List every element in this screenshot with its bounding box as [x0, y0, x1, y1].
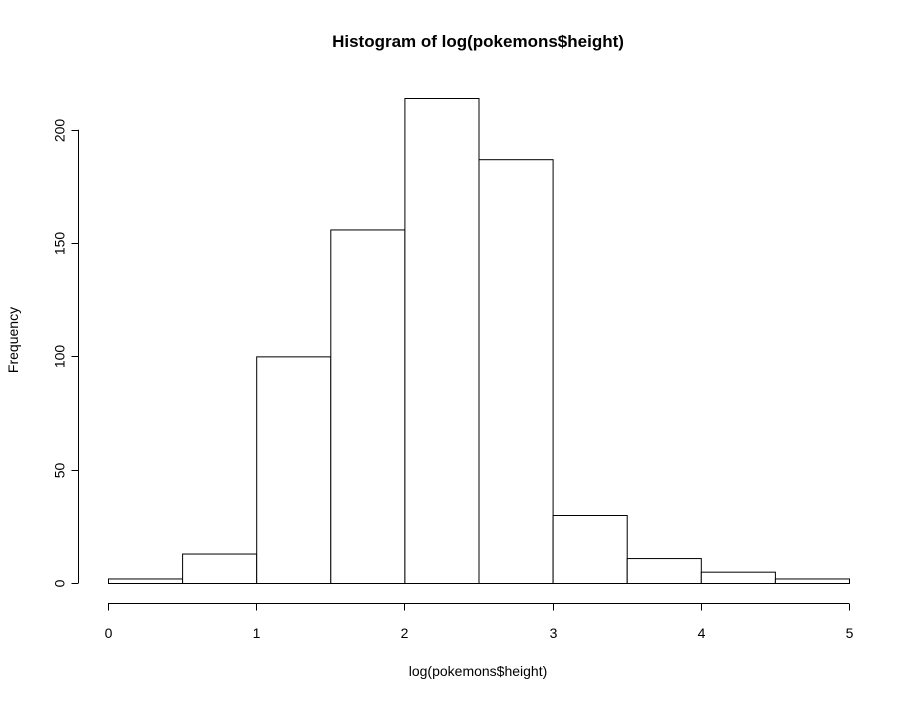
histogram-bar	[256, 356, 332, 584]
y-tick-label: 50	[52, 463, 68, 479]
histogram-bar	[774, 578, 851, 584]
histogram-bar	[552, 515, 628, 584]
x-tick-label: 4	[698, 625, 706, 641]
histogram-bar	[700, 571, 776, 584]
histogram-bar	[404, 98, 480, 584]
x-axis: 0 1 2 3 4 5	[105, 603, 854, 641]
histogram-bar	[182, 553, 258, 584]
x-axis-label: log(pokemons$height)	[409, 663, 548, 679]
x-tick-label: 5	[846, 625, 854, 641]
histogram-bar	[108, 578, 184, 584]
x-tick-label: 2	[401, 625, 409, 641]
histogram-bar	[330, 229, 406, 584]
x-tick-label: 0	[105, 625, 113, 641]
x-tick-label: 3	[550, 625, 558, 641]
y-tick-label: 0	[52, 579, 68, 587]
histogram-bar	[478, 159, 554, 584]
chart-title: Histogram of log(pokemons$height)	[332, 32, 624, 51]
y-axis-label: Frequency	[5, 307, 21, 373]
y-axis: 0 50 100 150 200	[52, 119, 79, 587]
y-tick-label: 150	[52, 232, 68, 256]
histogram-bar	[626, 558, 702, 584]
y-tick-label: 200	[52, 119, 68, 143]
bars-group	[108, 98, 851, 584]
y-tick-label: 100	[52, 345, 68, 369]
x-tick-label: 1	[253, 625, 261, 641]
